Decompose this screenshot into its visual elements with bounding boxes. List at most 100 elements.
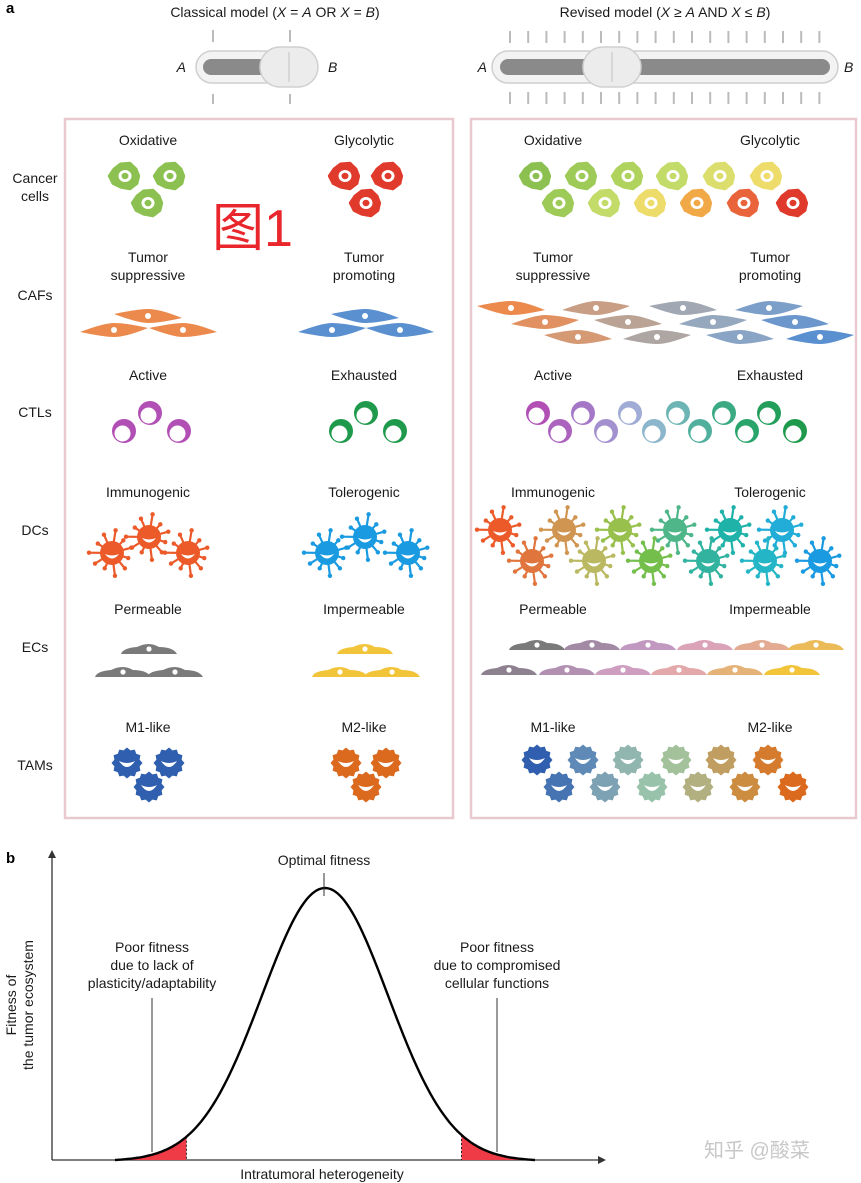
- fibroblast-cell: [477, 301, 545, 315]
- macrophage-cell: [111, 747, 143, 779]
- row-label: ECs: [22, 639, 48, 655]
- phenotype-label: Tolerogenic: [328, 484, 400, 500]
- fibroblast-cell: [679, 315, 747, 329]
- fibroblast-cell: [649, 301, 717, 315]
- ctl-cell: [571, 401, 595, 425]
- row-label: CAFs: [18, 287, 53, 303]
- ctl-cell: [329, 419, 353, 443]
- phenotype-label: Glycolytic: [334, 132, 394, 148]
- phenotype-label: promoting: [739, 267, 801, 283]
- fibroblast-cell: [80, 323, 148, 337]
- ctl-cell: [642, 419, 666, 443]
- endothelial-cell: [337, 644, 393, 654]
- ctl-cell: [757, 401, 781, 425]
- phenotype-label: Immunogenic: [106, 484, 190, 500]
- macrophage-cell: [330, 747, 362, 779]
- classical-model-title: Classical model (X = A OR X = B): [170, 4, 379, 20]
- cancer-cell: [702, 161, 736, 191]
- panel-letter-a: a: [6, 0, 15, 17]
- ctl-cell: [138, 401, 162, 425]
- phenotype-label: Tolerogenic: [734, 484, 806, 500]
- cancer-cell: [107, 161, 141, 191]
- fibroblast-cell: [562, 301, 630, 315]
- cancer-cell: [130, 188, 164, 218]
- cancer-cell: [564, 161, 598, 191]
- macrophage-cell: [350, 771, 382, 803]
- dendritic-cell: [538, 505, 586, 556]
- dendritic-cell: [704, 505, 752, 556]
- dendritic-cell: [339, 512, 387, 563]
- fibroblast-cell: [786, 330, 854, 344]
- macrophage-cell: [589, 771, 621, 803]
- row-label: TAMs: [17, 757, 53, 773]
- cancer-cell: [370, 161, 404, 191]
- dendritic-cell: [682, 536, 730, 587]
- endothelial-cell: [651, 665, 707, 675]
- row-label: CTLs: [18, 404, 51, 420]
- macrophage-cell: [567, 744, 599, 776]
- phenotype-label: Active: [129, 367, 167, 383]
- phenotype-label: Immunogenic: [511, 484, 595, 500]
- phenotype-label: suppressive: [516, 267, 591, 283]
- classical-model-frame: [63, 117, 455, 820]
- phenotype-label: Tumor: [533, 249, 573, 265]
- fibroblast-cell: [544, 330, 612, 344]
- cancer-cell: [327, 161, 361, 191]
- fitness-curve: [114, 886, 536, 1162]
- ctl-cell: [383, 419, 407, 443]
- ctl-cell: [666, 401, 690, 425]
- phenotype-label: Active: [534, 367, 572, 383]
- macrophage-cell: [521, 744, 553, 776]
- macrophage-cell: [705, 744, 737, 776]
- ctl-cell: [354, 401, 378, 425]
- row-label: Cancer: [12, 170, 57, 186]
- endothelial-cell: [677, 640, 733, 650]
- classical-slider-left-label: A: [176, 59, 186, 75]
- fibroblast-cell: [623, 330, 691, 344]
- left-annotation-line-1: Poor fitness: [115, 939, 189, 955]
- phenotype-label: M1-like: [530, 719, 575, 735]
- macrophage-cell: [752, 744, 784, 776]
- phenotype-label: suppressive: [111, 267, 186, 283]
- endothelial-cell: [121, 644, 177, 654]
- cancer-cell: [518, 161, 552, 191]
- cancer-cell: [679, 188, 713, 218]
- phenotype-label: Exhausted: [737, 367, 803, 383]
- ctl-cell: [735, 419, 759, 443]
- phenotype-label: Tumor: [128, 249, 168, 265]
- revised-model-title: Revised model (X ≥ A AND X ≤ B): [560, 4, 771, 20]
- ctl-cell: [167, 419, 191, 443]
- cancer-cell: [655, 161, 689, 191]
- cancer-cell: [348, 188, 382, 218]
- dendritic-cell: [506, 536, 554, 587]
- phenotype-label: Exhausted: [331, 367, 397, 383]
- macrophage-cell: [777, 771, 809, 803]
- macrophage-cell: [612, 744, 644, 776]
- fibroblast-cell: [761, 315, 829, 329]
- fibroblast-cell: [594, 315, 662, 329]
- endothelial-cell: [147, 667, 203, 677]
- cancer-cell: [726, 188, 760, 218]
- ctl-cell: [548, 419, 572, 443]
- fibroblast-cell: [511, 315, 579, 329]
- macrophage-cell: [153, 747, 185, 779]
- revised-slider-right-label: B: [844, 59, 853, 75]
- revised-slider: A B: [477, 31, 853, 104]
- phenotype-label: Glycolytic: [740, 132, 800, 148]
- phenotype-label: Permeable: [114, 601, 182, 617]
- dendritic-cell: [649, 505, 697, 556]
- phenotype-label: Permeable: [519, 601, 587, 617]
- ctl-cell: [526, 401, 550, 425]
- phenotype-label: Oxidative: [119, 132, 178, 148]
- endothelial-cell: [539, 665, 595, 675]
- classical-slider-right-label: B: [328, 59, 337, 75]
- fibroblast-cell: [706, 330, 774, 344]
- y-axis-label-line-2: the tumor ecosystem: [20, 940, 36, 1070]
- fibroblast-cell: [735, 301, 803, 315]
- cancer-cell: [610, 161, 644, 191]
- ctl-cell: [783, 419, 807, 443]
- macrophage-cell: [729, 771, 761, 803]
- dendritic-cell: [794, 536, 842, 587]
- fibroblast-cell: [331, 309, 399, 323]
